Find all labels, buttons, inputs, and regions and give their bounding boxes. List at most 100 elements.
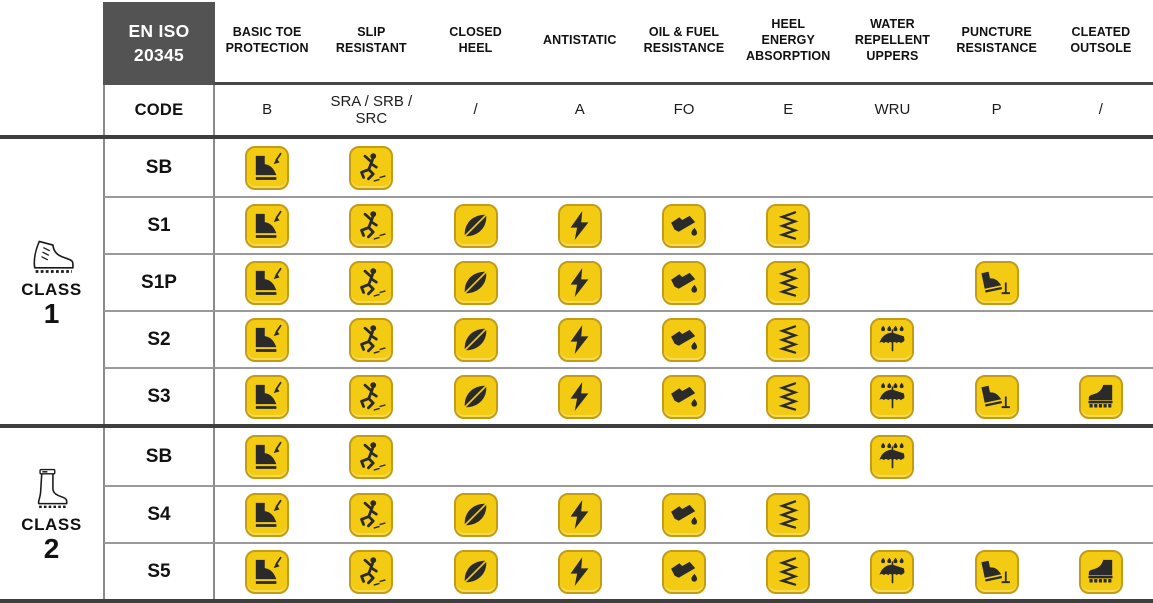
feature-cell bbox=[631, 253, 737, 310]
antistatic-icon bbox=[557, 260, 602, 305]
row-code-label: S4 bbox=[103, 485, 215, 542]
section-divider-middle bbox=[0, 424, 1153, 428]
toe-protection-icon bbox=[245, 145, 290, 190]
closed-heel-icon bbox=[453, 492, 498, 537]
column-header: CLEATED OUTSOLE bbox=[1048, 0, 1153, 85]
feature-cell bbox=[423, 428, 527, 485]
heel-energy-absorption-icon bbox=[766, 317, 811, 362]
feature-cell bbox=[527, 253, 632, 310]
feature-cell bbox=[1048, 485, 1153, 542]
class-1-cell: CLASS 1 bbox=[0, 139, 103, 424]
slip-resistant-icon bbox=[349, 492, 394, 537]
column-header: OIL & FUEL RESISTANCE bbox=[631, 0, 737, 85]
oil-fuel-resistance-icon bbox=[661, 374, 706, 419]
slip-resistant-icon bbox=[349, 434, 394, 479]
puncture-resistance-icon bbox=[974, 549, 1019, 594]
toe-protection-icon bbox=[245, 492, 290, 537]
feature-cell bbox=[1049, 139, 1153, 196]
feature-cell bbox=[840, 139, 944, 196]
feature-cell bbox=[944, 485, 1049, 542]
toe-protection-icon bbox=[245, 434, 290, 479]
feature-cell bbox=[423, 367, 528, 424]
heel-energy-absorption-icon bbox=[766, 260, 811, 305]
class-1-label: CLASS bbox=[21, 279, 82, 299]
feature-cell bbox=[319, 196, 424, 253]
feature-cell bbox=[1048, 542, 1153, 599]
standard-title-box: EN ISO 20345 bbox=[103, 2, 215, 85]
feature-cell bbox=[944, 310, 1049, 367]
leather-boot-icon bbox=[33, 240, 74, 273]
toe-protection-icon bbox=[245, 374, 290, 419]
feature-cell bbox=[840, 196, 945, 253]
feature-cell bbox=[528, 139, 632, 196]
feature-cell bbox=[631, 367, 737, 424]
water-repellent-uppers-icon bbox=[870, 374, 915, 419]
feature-cell bbox=[736, 542, 841, 599]
heel-energy-absorption-icon bbox=[766, 203, 811, 248]
feature-cell bbox=[215, 485, 320, 542]
feature-cell bbox=[319, 428, 423, 485]
slip-resistant-icon bbox=[349, 549, 394, 594]
feature-cell bbox=[631, 485, 737, 542]
feature-cell bbox=[944, 542, 1049, 599]
column-code: FO bbox=[673, 101, 695, 119]
feature-cell bbox=[215, 310, 320, 367]
oil-fuel-resistance-icon bbox=[661, 203, 706, 248]
antistatic-icon bbox=[557, 492, 602, 537]
feature-cell bbox=[631, 542, 737, 599]
antistatic-icon bbox=[557, 549, 602, 594]
column-code: / bbox=[1098, 101, 1103, 119]
closed-heel-icon bbox=[453, 317, 498, 362]
cleated-outsole-icon bbox=[1078, 374, 1123, 419]
column-header: HEEL ENERGY ABSORPTION bbox=[736, 0, 841, 85]
puncture-resistance-icon bbox=[974, 260, 1019, 305]
section-divider-bottom bbox=[0, 599, 1153, 603]
slip-resistant-icon bbox=[349, 145, 394, 190]
row-code-label: S3 bbox=[103, 367, 215, 424]
feature-cell bbox=[215, 367, 320, 424]
feature-cell bbox=[736, 139, 840, 196]
feature-cell bbox=[631, 310, 737, 367]
column-code: E bbox=[783, 101, 794, 119]
feature-cell bbox=[423, 485, 528, 542]
feature-cell bbox=[319, 367, 424, 424]
feature-cell bbox=[736, 310, 841, 367]
class-2-cell: CLASS 2 bbox=[0, 428, 103, 599]
column-header: WATER REPELLENT UPPERS bbox=[840, 0, 945, 85]
feature-cell bbox=[423, 196, 528, 253]
feature-cell bbox=[840, 253, 945, 310]
feature-cell bbox=[527, 542, 632, 599]
feature-cell bbox=[736, 367, 841, 424]
column-header: CLOSED HEEL bbox=[423, 0, 528, 85]
water-repellent-uppers-icon bbox=[870, 549, 915, 594]
feature-cell bbox=[319, 139, 423, 196]
water-repellent-uppers-icon bbox=[870, 317, 915, 362]
feature-cell bbox=[215, 542, 320, 599]
row-code-label: S2 bbox=[103, 310, 215, 367]
feature-cell bbox=[423, 253, 528, 310]
feature-cell bbox=[319, 542, 424, 599]
row-code-label: S5 bbox=[103, 542, 215, 599]
water-repellent-uppers-icon bbox=[870, 434, 915, 479]
feature-cell bbox=[215, 253, 320, 310]
column-code: / bbox=[473, 101, 478, 119]
closed-heel-icon bbox=[453, 549, 498, 594]
antistatic-icon bbox=[557, 317, 602, 362]
slip-resistant-icon bbox=[349, 317, 394, 362]
row-code-label: S1P bbox=[103, 253, 215, 310]
toe-protection-icon bbox=[245, 203, 290, 248]
antistatic-icon bbox=[557, 203, 602, 248]
feature-cell bbox=[215, 139, 319, 196]
row-code-label: SB bbox=[103, 139, 215, 196]
feature-cell bbox=[944, 367, 1049, 424]
feature-cell bbox=[528, 428, 632, 485]
row-code-label: S1 bbox=[103, 196, 215, 253]
class-2-label: CLASS bbox=[21, 514, 82, 534]
feature-cell bbox=[319, 253, 424, 310]
feature-cell bbox=[319, 310, 424, 367]
feature-cell bbox=[1048, 310, 1153, 367]
feature-cell bbox=[423, 139, 527, 196]
oil-fuel-resistance-icon bbox=[661, 317, 706, 362]
heel-energy-absorption-icon bbox=[766, 549, 811, 594]
